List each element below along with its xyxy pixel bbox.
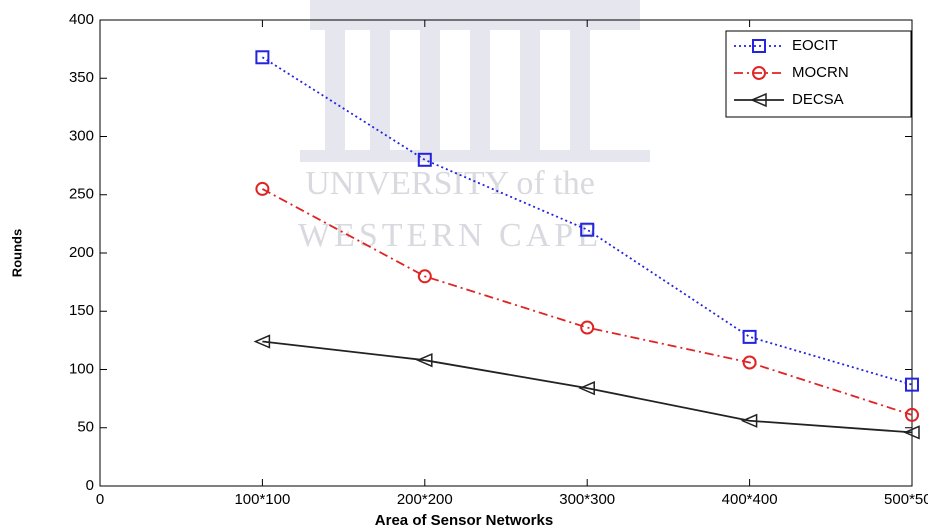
y-tick-label: 100 (69, 360, 94, 377)
y-tick-label: 50 (77, 419, 94, 436)
y-tick-label: 200 (69, 244, 94, 261)
x-tick-label: 100*100 (234, 491, 290, 508)
marker (742, 355, 757, 370)
y-tick-label: 0 (86, 477, 94, 494)
legend-label: MOCRN (792, 64, 849, 81)
marker (578, 381, 595, 396)
marker (580, 222, 595, 237)
marker (750, 92, 767, 108)
y-tick-label: 350 (69, 69, 94, 86)
series-line (261, 188, 913, 416)
marker (905, 377, 919, 392)
x-tick-label: 500*500 (884, 491, 928, 508)
x-axis-label: Area of Sensor Networks (375, 512, 553, 529)
marker (415, 353, 433, 368)
x-tick-label: 0 (96, 491, 104, 508)
marker (580, 320, 595, 335)
marker (905, 407, 919, 422)
marker (255, 181, 270, 196)
marker (255, 50, 270, 65)
marker (752, 39, 766, 53)
x-tick-label: 400*400 (722, 491, 778, 508)
y-tick-label: 300 (69, 127, 94, 144)
marker (752, 66, 766, 80)
legend-label: EOCIT (792, 37, 838, 54)
y-tick-label: 150 (69, 302, 94, 319)
legend: EOCIT MOCRN DECSA (725, 30, 912, 118)
watermark-building (300, 0, 650, 162)
marker (903, 425, 920, 440)
y-tick-label: 400 (69, 11, 94, 28)
x-tick-label: 300*300 (559, 491, 615, 508)
marker (417, 152, 432, 167)
legend-label: DECSA (792, 91, 844, 108)
series-line (262, 340, 913, 434)
y-tick-label: 250 (69, 186, 94, 203)
marker (417, 269, 432, 284)
marker (253, 334, 271, 349)
marker (742, 329, 757, 344)
y-axis-label: Rounds (9, 229, 24, 277)
marker (740, 413, 758, 428)
watermark: WESTERN CAPE (298, 217, 602, 254)
watermark: UNIVERSITY of the (305, 165, 595, 202)
x-tick-label: 200*200 (397, 491, 453, 508)
